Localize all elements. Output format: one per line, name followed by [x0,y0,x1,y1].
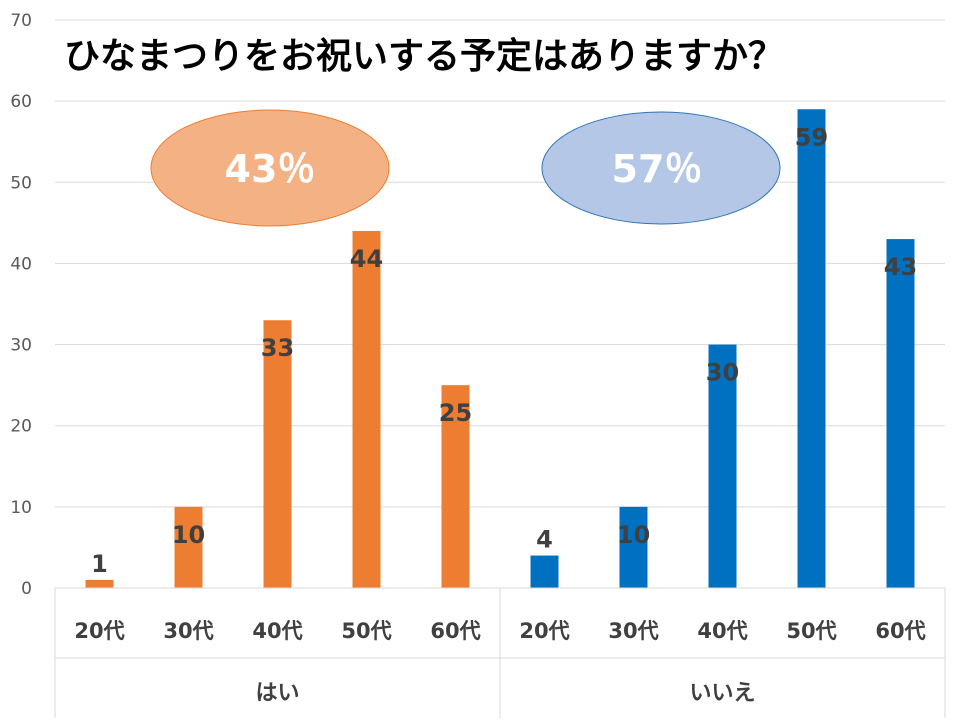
data-label: 44 [350,245,383,273]
bar [708,344,737,588]
bar [530,555,559,588]
bar [619,506,648,588]
y-tick-label: 40 [10,254,32,274]
data-label: 1 [91,550,108,578]
yes-percent-label: 43％ [225,147,316,191]
category-label: 40代 [697,619,747,643]
y-axis-ticks: 0 10 20 30 40 50 60 70 [10,11,32,599]
y-tick-label: 30 [10,336,32,356]
chart-title: ひなまつりをお祝いする予定はありますか？ [64,36,784,77]
data-label: 33 [261,334,294,362]
bar [263,320,292,588]
bar [886,239,915,589]
y-tick-label: 50 [10,173,32,193]
yes-percent-bubble [150,109,390,227]
group-label: いいえ [689,681,755,706]
category-label: 40代 [252,619,302,643]
y-tick-label: 10 [10,498,32,518]
data-label: 59 [795,123,828,151]
group-label: はい [255,681,299,706]
category-label: 60代 [430,619,480,643]
data-labels: 1 10 33 44 25 4 10 30 59 43 [91,123,917,578]
data-label: 10 [617,521,650,549]
no-percent-bubble [541,111,781,225]
category-label: 30代 [608,619,658,643]
y-tick-label: 20 [10,417,32,437]
data-label: 30 [706,359,739,387]
bar [352,230,381,588]
y-tick-label: 70 [10,11,32,31]
data-label: 10 [172,521,205,549]
data-label: 4 [536,526,553,554]
bar [441,385,470,588]
category-label: 50代 [341,619,391,643]
data-label: 43 [884,253,917,281]
category-label: 50代 [786,619,836,643]
category-label: 20代 [74,619,124,643]
bar [85,579,114,588]
bar [797,109,826,588]
category-label: 60代 [875,619,925,643]
category-label: 30代 [163,619,213,643]
y-tick-label: 0 [21,579,32,599]
no-percent-label: 57％ [612,147,703,191]
bars [85,109,915,589]
category-label: 20代 [519,619,569,643]
bar [174,506,203,588]
data-label: 25 [439,399,472,427]
y-tick-label: 60 [10,92,32,112]
